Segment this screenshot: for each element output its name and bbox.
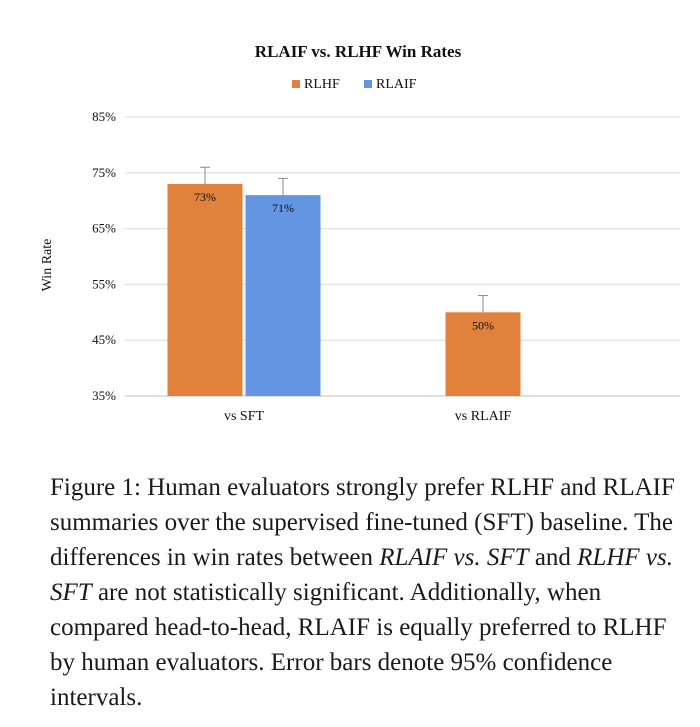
legend-swatch — [292, 80, 300, 88]
bar — [245, 195, 321, 396]
data-label: 73% — [194, 190, 216, 204]
caption-emphasis-2: RLHF vs. SFT — [50, 544, 673, 606]
bars — [167, 183, 521, 396]
data-label: 50% — [472, 318, 494, 332]
y-tick-label: 35% — [92, 388, 116, 403]
data-labels: 73% 71% 50% — [194, 190, 494, 332]
y-axis-label: Win Rate — [40, 239, 55, 292]
chart-title: RLAIF vs. RLHF Win Rates — [255, 42, 462, 61]
legend-label: RLAIF — [376, 77, 417, 92]
x-tick-labels: vs SFT vs RLAIF — [224, 409, 511, 424]
y-tick-labels: 35% 45% 55% 65% 75% 85% — [92, 109, 116, 403]
data-label: 71% — [272, 201, 294, 215]
y-tick-label: 55% — [92, 276, 116, 291]
legend-swatch — [364, 80, 372, 88]
legend-label: RLHF — [304, 77, 340, 92]
legend: RLHF RLAIF — [292, 77, 417, 92]
caption-text-3: are not statistically significant. Addit… — [50, 579, 667, 711]
bar — [167, 183, 243, 396]
y-tick-label: 85% — [92, 109, 116, 124]
caption-text-2: and — [528, 544, 578, 571]
y-tick-label: 75% — [92, 165, 116, 180]
bar — [445, 312, 521, 396]
x-tick-label: vs SFT — [224, 409, 265, 424]
bar-chart: RLAIF vs. RLHF Win Rates RLHF RLAIF Win R… — [40, 42, 680, 424]
error-bars — [200, 166, 488, 313]
caption-text-1: Figure 1: Human evaluators strongly pref… — [50, 474, 675, 571]
figure-caption: Figure 1: Human evaluators strongly pref… — [50, 470, 680, 715]
caption-emphasis-1: RLAIF vs. SFT — [379, 544, 529, 571]
x-tick-label: vs RLAIF — [455, 409, 512, 424]
y-tick-label: 45% — [92, 332, 116, 347]
y-tick-label: 65% — [92, 221, 116, 236]
